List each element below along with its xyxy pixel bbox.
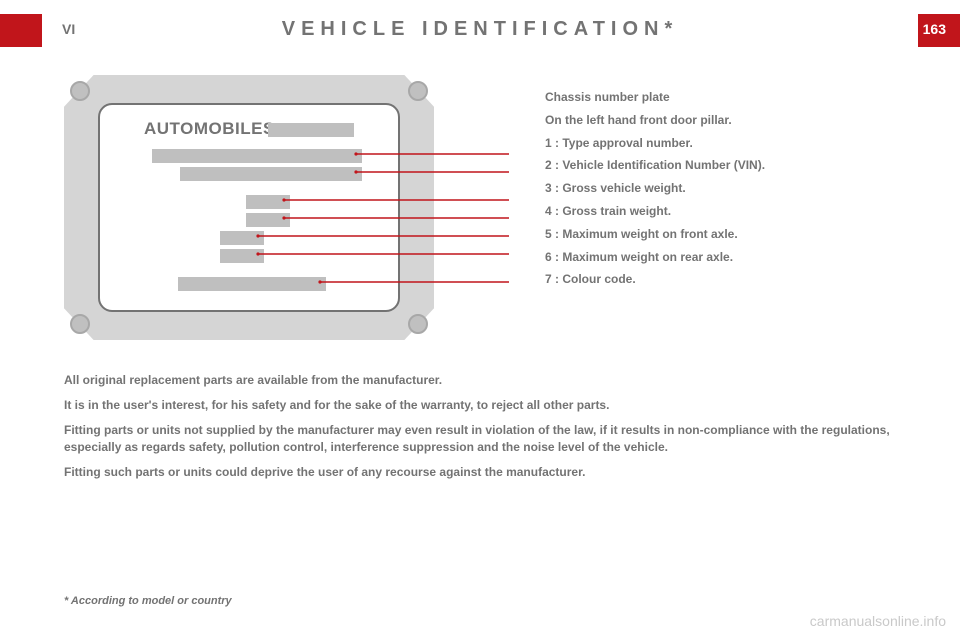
legend-item: 3 : Gross vehicle weight. xyxy=(545,177,910,200)
body-paragraph: It is in the user's interest, for his sa… xyxy=(64,397,910,413)
plate-logo-text: AUTOMOBILES xyxy=(144,119,275,139)
legend-item: 5 : Maximum weight on front axle. xyxy=(545,223,910,246)
body-text: All original replacement parts are avail… xyxy=(64,372,910,489)
plate-field xyxy=(180,167,362,181)
plate-field xyxy=(152,149,362,163)
body-paragraph: All original replacement parts are avail… xyxy=(64,372,910,388)
plate-field xyxy=(268,123,354,137)
legend-item: 1 : Type approval number. xyxy=(545,132,910,155)
legend-item: 4 : Gross train weight. xyxy=(545,200,910,223)
plate-screw-icon xyxy=(408,314,428,334)
plate-inner-panel: AUTOMOBILES xyxy=(98,103,400,312)
footnote: * According to model or country xyxy=(64,595,232,607)
legend-item: 6 : Maximum weight on rear axle. xyxy=(545,246,910,269)
plate-field xyxy=(220,231,264,245)
watermark: carmanualsonline.info xyxy=(810,613,946,629)
legend-item: 7 : Colour code. xyxy=(545,268,910,291)
plate-field xyxy=(246,213,290,227)
body-paragraph: Fitting parts or units not supplied by t… xyxy=(64,422,910,454)
plate-screw-icon xyxy=(408,81,428,101)
plate-screw-icon xyxy=(70,314,90,334)
legend-item: 2 : Vehicle Identification Number (VIN). xyxy=(545,154,910,177)
plate-field xyxy=(178,277,326,291)
page-number: 163 xyxy=(923,21,946,37)
plate-field xyxy=(220,249,264,263)
legend-items: 1 : Type approval number.2 : Vehicle Ide… xyxy=(545,132,910,292)
page-header: VI VEHICLE IDENTIFICATION* 163 xyxy=(0,14,960,47)
page-title: VEHICLE IDENTIFICATION* xyxy=(0,18,960,41)
body-paragraph: Fitting such parts or units could depriv… xyxy=(64,464,910,480)
legend-subtitle: On the left hand front door pillar. xyxy=(545,109,910,132)
plate-field xyxy=(246,195,290,209)
plate-screw-icon xyxy=(70,81,90,101)
chassis-plate-legend: Chassis number plate On the left hand fr… xyxy=(545,86,910,291)
chassis-plate-diagram: AUTOMOBILES xyxy=(64,75,434,340)
legend-title: Chassis number plate xyxy=(545,86,910,109)
